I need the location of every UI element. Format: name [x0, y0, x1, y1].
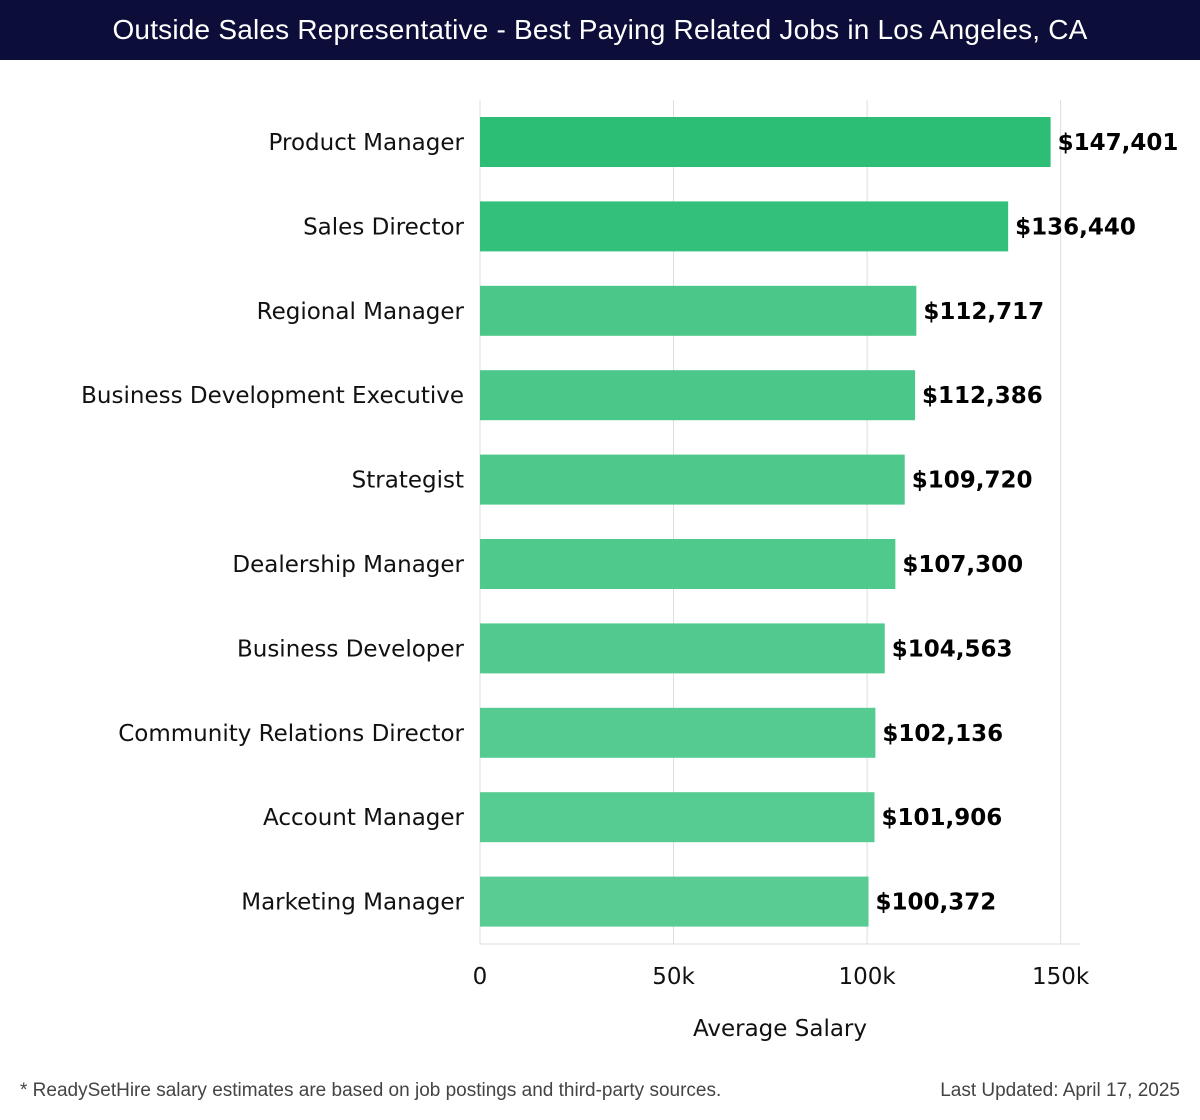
- category-label: Sales Director: [303, 214, 464, 240]
- category-label: Business Developer: [237, 636, 465, 662]
- value-label: $100,372: [876, 890, 997, 916]
- x-tick-label: 50k: [652, 964, 695, 990]
- category-labels: Product Manager Sales Director Regional Ma…: [81, 130, 464, 916]
- chart-title-bar: Outside Sales Representative - Best Payi…: [0, 0, 1200, 60]
- value-label: $147,401: [1058, 130, 1179, 156]
- value-label: $101,906: [881, 805, 1002, 831]
- value-label: $102,136: [882, 721, 1003, 747]
- x-axis-title: Average Salary: [693, 1016, 867, 1042]
- value-label: $112,717: [923, 299, 1044, 325]
- category-label: Account Manager: [263, 805, 465, 831]
- bar: [480, 792, 875, 843]
- category-label: Regional Manager: [257, 299, 465, 325]
- chart-title: Outside Sales Representative - Best Payi…: [112, 14, 1088, 45]
- value-label: $109,720: [912, 468, 1033, 494]
- footer: * ReadySetHire salary estimates are base…: [0, 1078, 1200, 1108]
- bar: [480, 117, 1051, 167]
- category-label: Community Relations Director: [118, 721, 464, 747]
- x-tick-label: 0: [473, 964, 488, 990]
- bar: [480, 876, 869, 927]
- x-tick-label: 150k: [1032, 964, 1090, 990]
- category-label: Business Development Executive: [81, 383, 464, 409]
- x-tick-label: 100k: [838, 964, 896, 990]
- value-label: $136,440: [1015, 214, 1136, 240]
- bars: [480, 117, 1051, 927]
- bar: [480, 285, 917, 336]
- bar-chart: Product Manager Sales Director Regional Ma…: [81, 100, 1179, 1042]
- bar: [480, 201, 1009, 252]
- bar: [480, 539, 896, 589]
- footer-note: * ReadySetHire salary estimates are base…: [20, 1080, 722, 1101]
- bar: [480, 707, 876, 758]
- value-labels: $147,401 $136,440 $112,717 $112,386 $109,720…: [876, 130, 1179, 916]
- bar: [480, 454, 905, 505]
- value-label: $104,563: [892, 636, 1013, 662]
- category-label: Product Manager: [269, 130, 465, 156]
- x-axis-ticks: 0 50k 100k 150k: [473, 964, 1090, 990]
- category-label: Strategist: [352, 468, 464, 494]
- value-label: $107,300: [902, 552, 1023, 578]
- bar: [480, 623, 885, 674]
- bar: [480, 370, 916, 421]
- category-label: Marketing Manager: [241, 890, 464, 916]
- value-label: $112,386: [922, 383, 1043, 409]
- last-updated: Last Updated: April 17, 2025: [940, 1080, 1180, 1101]
- category-label: Dealership Manager: [232, 552, 464, 578]
